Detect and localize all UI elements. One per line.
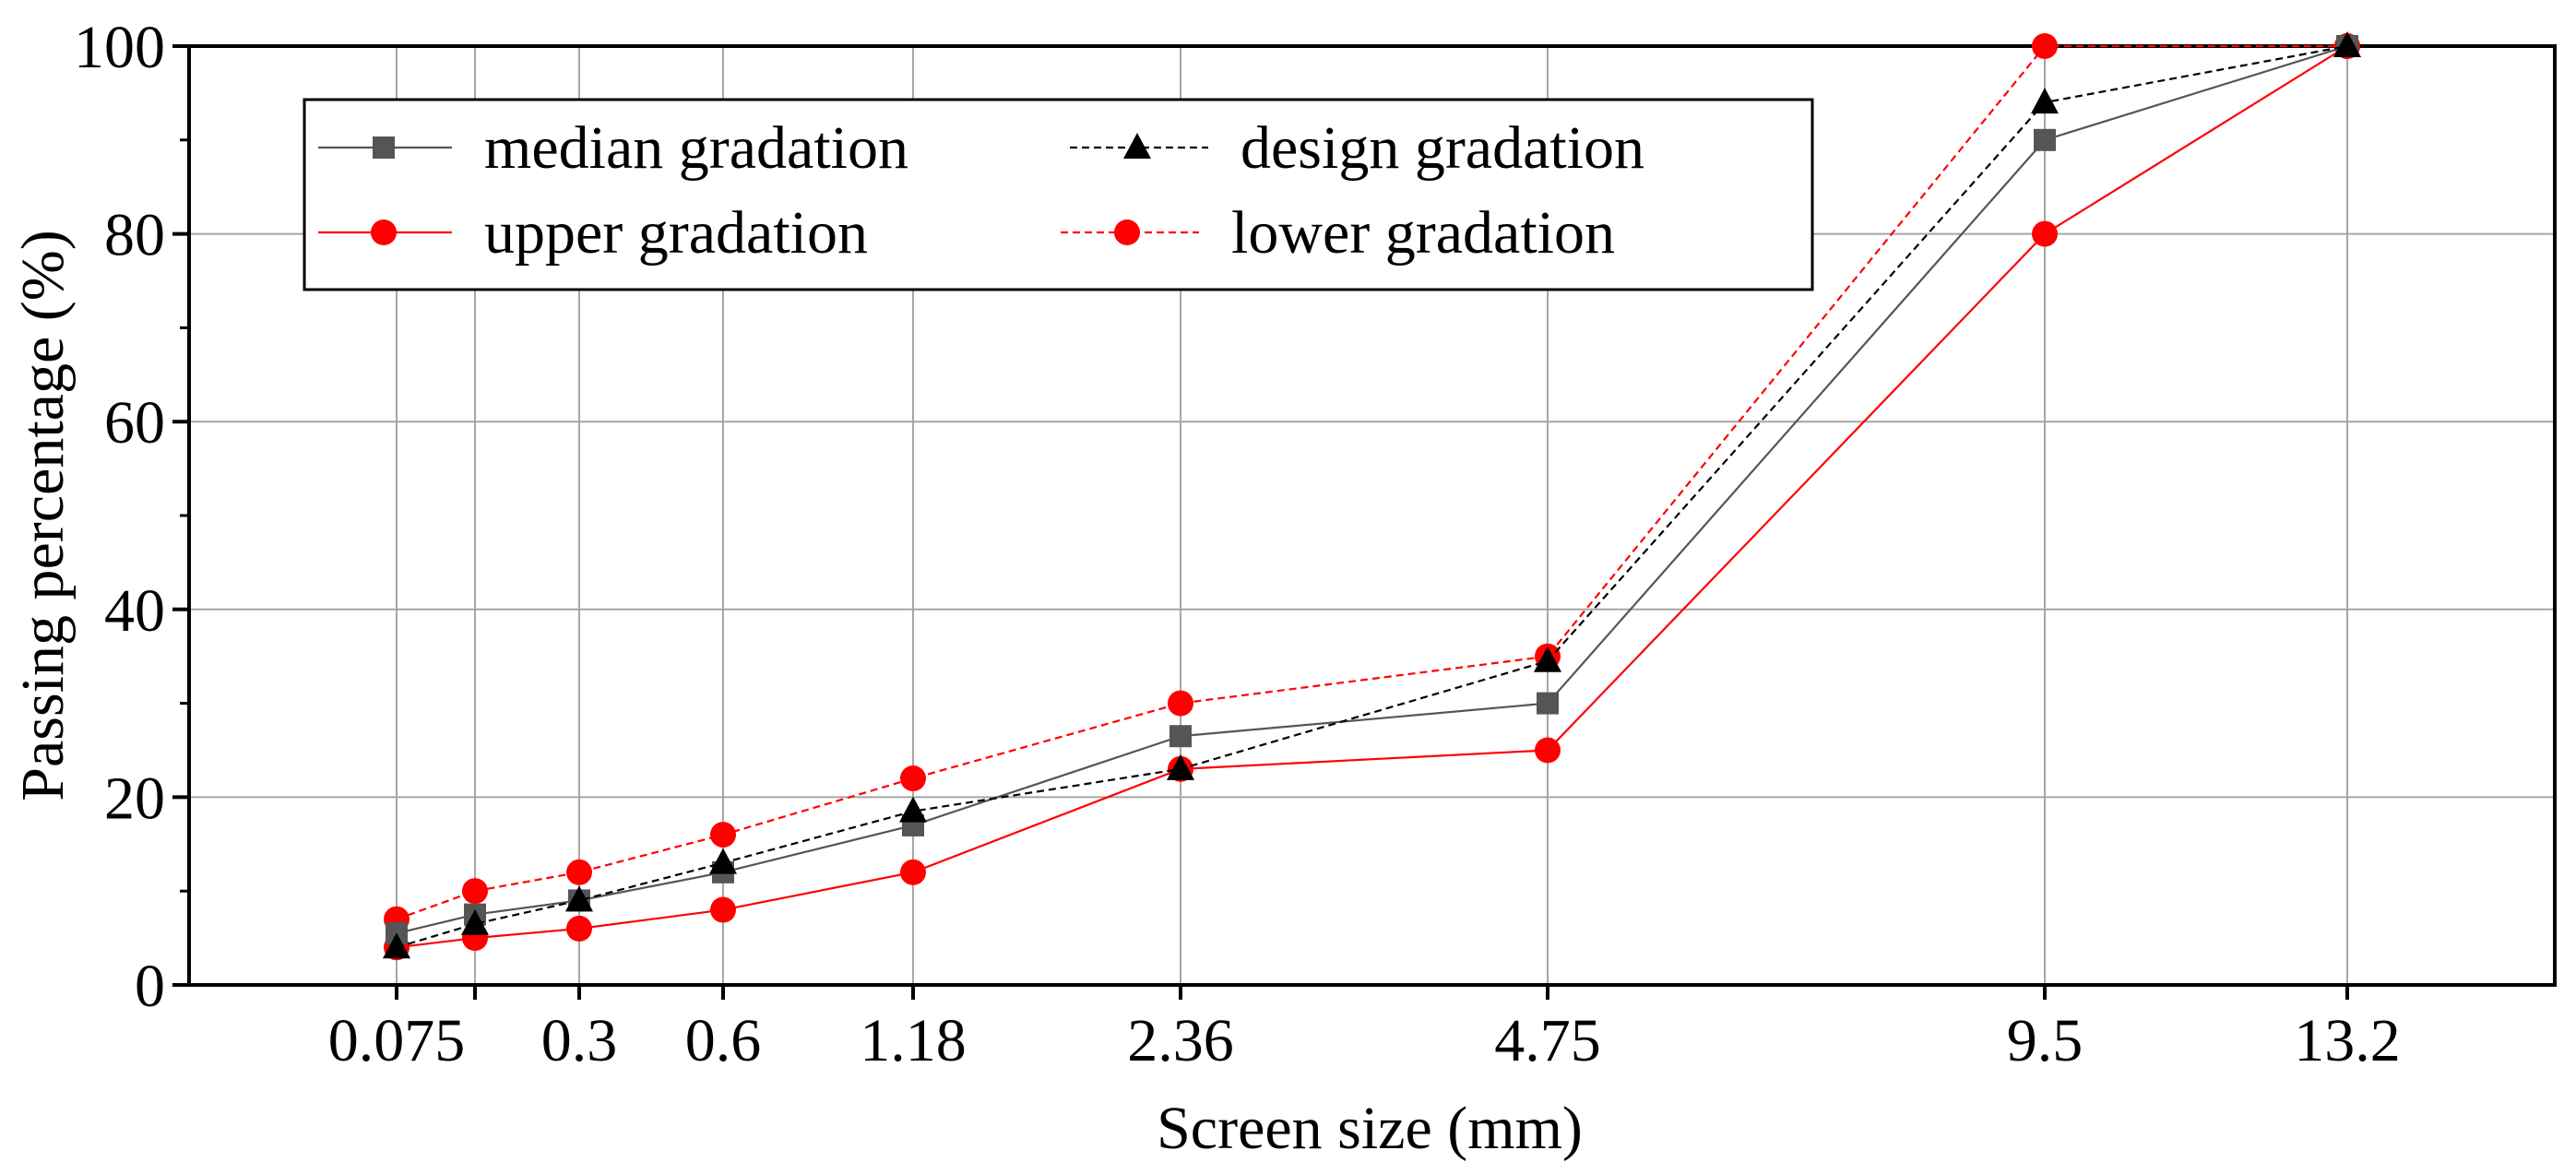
y-tick-label: 80 (104, 202, 165, 269)
data-point-design-gradation (709, 848, 737, 874)
legend-entry-median-gradation: median gradation (318, 114, 908, 182)
y-axis-title: Passing percentage (%) (9, 230, 77, 800)
data-point-design-gradation (899, 796, 927, 823)
x-tick-label: 0.6 (685, 1007, 762, 1074)
y-tick-label: 60 (104, 389, 165, 457)
data-point-design-gradation (1534, 646, 1561, 672)
x-tick-label: 0.3 (541, 1007, 618, 1074)
legend-entry-upper-gradation: upper gradation (318, 199, 868, 267)
legend-marker-design-gradation (1123, 133, 1151, 159)
x-tick-label: 1.18 (860, 1007, 967, 1074)
data-point-upper-gradation (900, 859, 926, 885)
y-tick-label: 20 (104, 765, 165, 832)
data-point-design-gradation (383, 932, 410, 959)
data-point-lower-gradation (710, 822, 736, 848)
data-point-upper-gradation (566, 915, 592, 942)
legend-entry-design-gradation: design gradation (1070, 114, 1644, 182)
data-point-median-gradation (1169, 725, 1192, 748)
x-tick-label: 9.5 (2007, 1007, 2083, 1074)
y-tick-label: 100 (74, 14, 165, 81)
axes: 0 20 40 60 80 100 0.075 0.3 0.6 1.18 2.36 4.75 9.5 13… (74, 14, 2401, 1074)
data-point-lower-gradation (566, 859, 592, 885)
series-layer (383, 31, 2361, 961)
x-tick-label: 0.075 (328, 1007, 466, 1074)
data-point-lower-gradation (2032, 33, 2058, 59)
data-point-design-gradation (2333, 31, 2361, 57)
legend-label-upper-gradation: upper gradation (484, 199, 868, 267)
legend-marker-median-gradation (373, 136, 395, 159)
data-point-median-gradation (1537, 692, 1559, 715)
legend-label-median-gradation: median gradation (484, 114, 908, 182)
data-point-lower-gradation (900, 765, 926, 792)
data-point-median-gradation (2034, 128, 2056, 151)
legend-box (303, 98, 1814, 291)
series-line-lower-gradation (396, 44, 2347, 920)
legend: median gradation design gradation upper gr… (303, 98, 1814, 291)
x-tick-label: 2.36 (1127, 1007, 1234, 1074)
data-point-lower-gradation (462, 878, 488, 905)
data-point-upper-gradation (2032, 220, 2058, 247)
data-point-lower-gradation (1168, 690, 1193, 717)
legend-label-design-gradation: design gradation (1241, 114, 1644, 182)
series-design-gradation (383, 31, 2361, 959)
x-tick-label: 13.2 (2294, 1007, 2401, 1074)
data-point-design-gradation (2031, 88, 2059, 114)
y-tick-label: 0 (135, 953, 165, 1020)
x-axis-title: Screen size (mm) (1157, 1095, 1583, 1162)
x-tick-label: 4.75 (1494, 1007, 1601, 1074)
data-point-design-gradation (461, 908, 489, 935)
legend-marker-lower-gradation (1114, 219, 1140, 245)
y-tick-label: 40 (104, 577, 165, 645)
data-point-design-gradation (1167, 753, 1194, 780)
legend-label-lower-gradation: lower gradation (1231, 199, 1615, 267)
legend-entry-lower-gradation: lower gradation (1061, 199, 1615, 267)
data-point-upper-gradation (710, 896, 736, 923)
data-point-upper-gradation (1535, 737, 1561, 764)
legend-marker-upper-gradation (371, 219, 397, 245)
data-point-design-gradation (565, 885, 593, 912)
